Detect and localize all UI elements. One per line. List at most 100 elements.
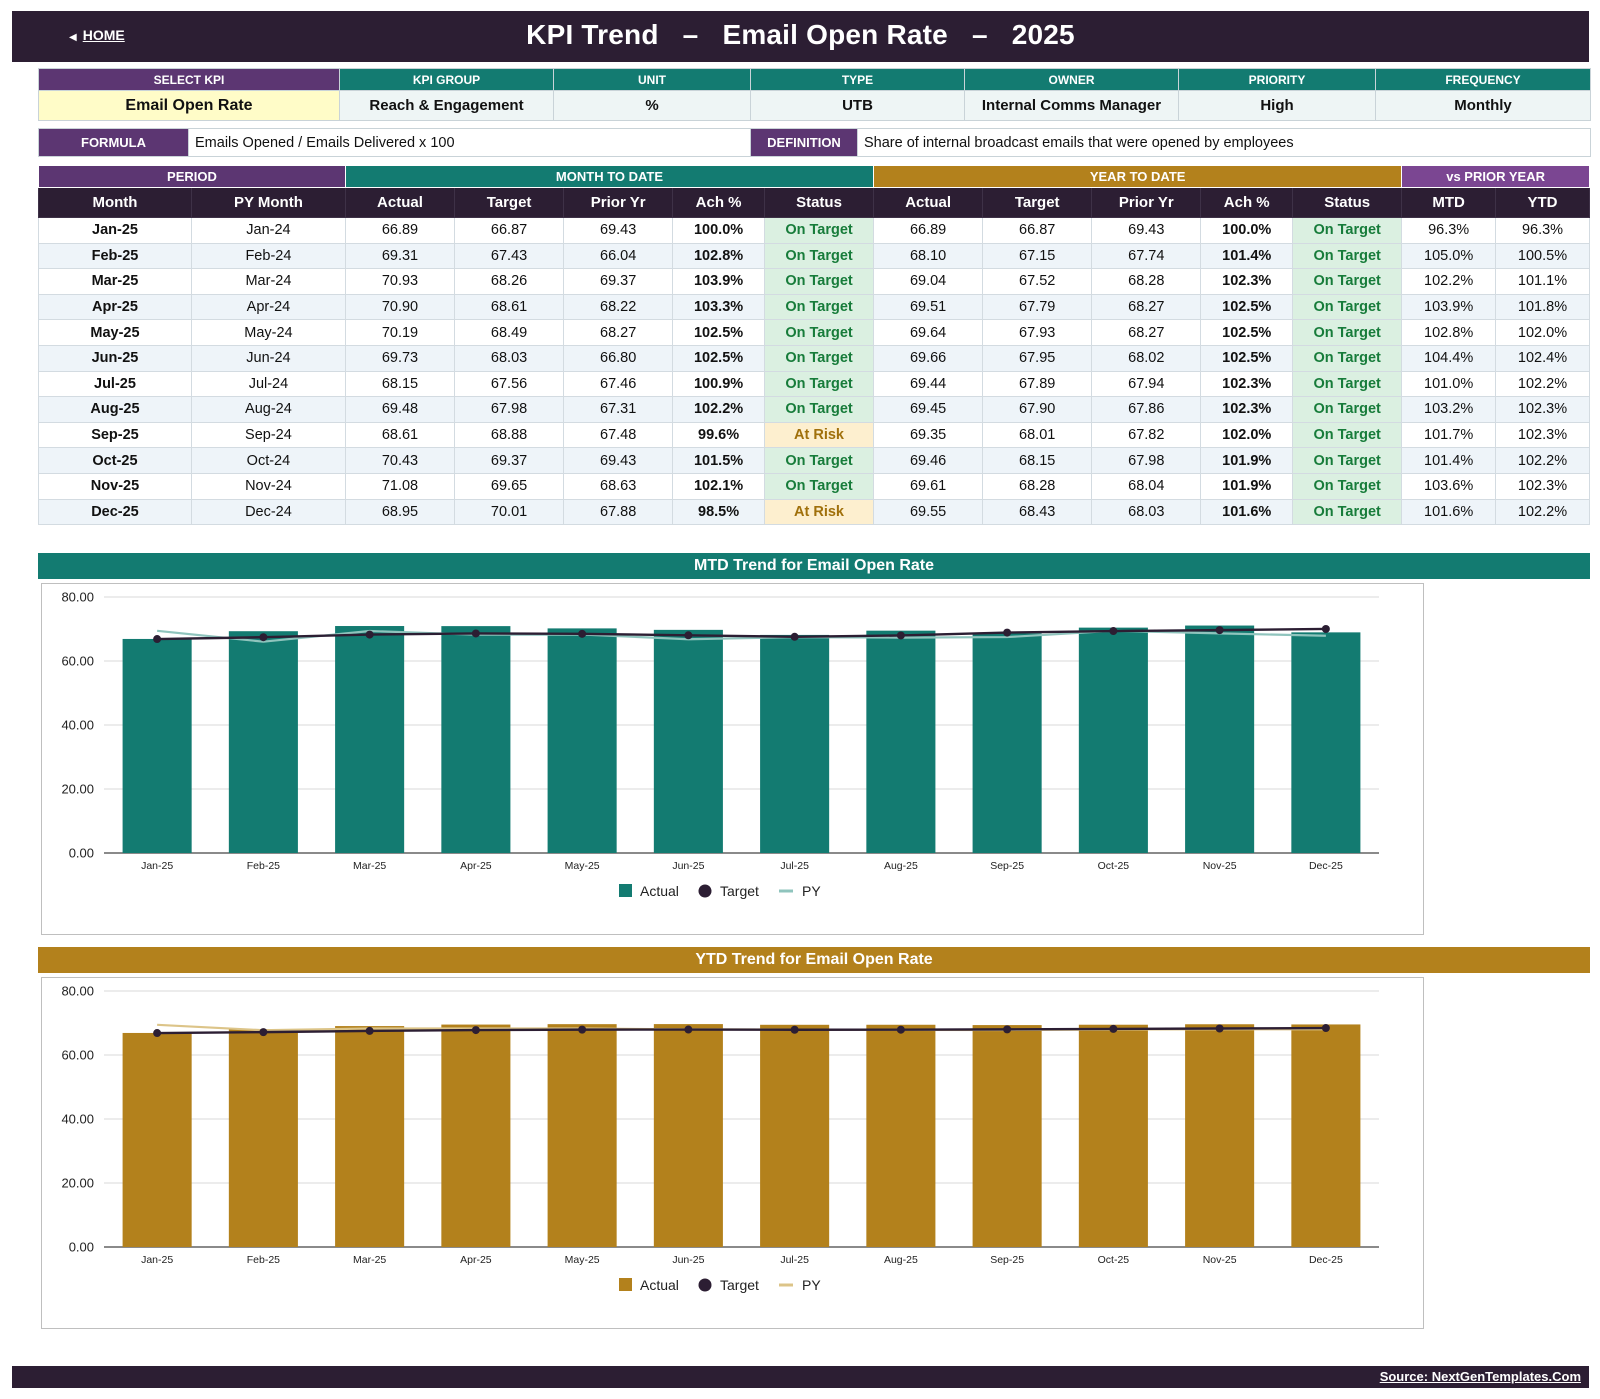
target-point xyxy=(1109,627,1118,636)
table-row: Apr-25 Apr-24 70.90 68.61 68.22 103.3% On Targ… xyxy=(38,293,1590,321)
target-point xyxy=(1109,1024,1118,1033)
table-cell: 96.3% xyxy=(1495,217,1590,244)
target-point xyxy=(896,631,905,640)
target-point xyxy=(365,630,374,639)
kpi-select-dropdown[interactable]: Email Open Rate xyxy=(38,90,340,121)
table-cell: 101.9% xyxy=(1200,472,1294,500)
x-tick-label: May-25 xyxy=(565,860,600,872)
x-tick-label: Jan-25 xyxy=(141,1254,173,1266)
ytd-trend-chart: 0.00 20.00 40.00 60.00 80.00 Jan-25 Feb-25 Mar-… xyxy=(61,984,1379,1293)
table-cell: 71.08 xyxy=(344,472,456,500)
home-link[interactable]: ◀ HOME xyxy=(69,27,125,43)
table-cell: 66.80 xyxy=(563,344,674,372)
table-cell: 68.61 xyxy=(454,293,565,321)
table-cell: 68.15 xyxy=(344,370,456,398)
y-tick-label: 0.00 xyxy=(69,846,94,861)
table-cell: 67.52 xyxy=(982,268,1093,295)
table-cell: 103.9% xyxy=(672,268,765,295)
table-cell: 102.2% xyxy=(1495,370,1590,398)
legend-py-label: PY xyxy=(802,883,821,899)
meta-header-priority: PRIORITY xyxy=(1178,68,1376,91)
status-badge: On Target xyxy=(763,472,875,500)
actual-bar xyxy=(1291,1024,1361,1247)
actual-bar xyxy=(335,1026,405,1247)
actual-bar xyxy=(1291,632,1361,853)
table-cell: 69.61 xyxy=(873,472,984,500)
column-header: Target xyxy=(454,187,565,218)
table-cell: 101.5% xyxy=(672,447,765,474)
back-arrow-icon: ◀ xyxy=(69,32,77,43)
table-cell: 69.64 xyxy=(873,319,984,346)
actual-bar xyxy=(335,626,405,853)
table-cell: May-25 xyxy=(38,319,192,346)
target-point xyxy=(1003,628,1012,637)
table-cell: 102.5% xyxy=(1200,319,1294,346)
table-cell: 67.46 xyxy=(563,370,674,398)
x-tick-label: Oct-25 xyxy=(1098,1254,1130,1266)
table-cell: 102.3% xyxy=(1200,396,1294,423)
table-cell: 69.65 xyxy=(454,472,565,500)
status-badge: On Target xyxy=(1292,217,1403,244)
target-point xyxy=(896,1025,905,1034)
x-tick-label: Nov-25 xyxy=(1203,860,1237,872)
table-row: Sep-25 Sep-24 68.61 68.88 67.48 99.6% At Risk 6… xyxy=(38,421,1590,449)
table-cell: 69.37 xyxy=(563,268,674,295)
x-tick-label: Aug-25 xyxy=(884,1254,918,1266)
group-vs-prior-year: vs PRIOR YEAR xyxy=(1401,165,1590,188)
table-cell: 102.8% xyxy=(1401,319,1497,346)
table-cell: Dec-24 xyxy=(190,498,346,526)
y-tick-label: 40.00 xyxy=(61,1112,94,1127)
table-cell: 101.6% xyxy=(1401,498,1497,526)
status-badge: On Target xyxy=(763,319,875,346)
table-cell: 69.45 xyxy=(873,396,984,423)
target-point xyxy=(1003,1025,1012,1034)
gridlines xyxy=(104,596,1379,854)
x-tick-label: Jun-25 xyxy=(672,860,704,872)
meta-header-select-kpi: SELECT KPI xyxy=(38,68,340,91)
legend-actual-swatch xyxy=(619,1278,632,1291)
x-tick-label: Nov-25 xyxy=(1203,1254,1237,1266)
table-cell: 68.28 xyxy=(1091,268,1202,295)
table-cell: 68.88 xyxy=(454,421,565,449)
target-point xyxy=(153,1029,162,1038)
table-cell: 67.43 xyxy=(454,242,565,270)
status-badge: On Target xyxy=(763,344,875,372)
actual-bar xyxy=(760,1024,830,1247)
group-year-to-date: YEAR TO DATE xyxy=(873,165,1403,188)
status-badge: On Target xyxy=(1292,396,1403,423)
table-cell: 69.46 xyxy=(873,447,984,474)
table-cell: 102.3% xyxy=(1495,421,1590,449)
column-header: MTD xyxy=(1401,187,1497,218)
status-badge: On Target xyxy=(1292,268,1403,295)
meta-header-frequency: FREQUENCY xyxy=(1375,68,1591,91)
table-cell: 67.88 xyxy=(563,498,674,526)
table-cell: 98.5% xyxy=(672,498,765,526)
source-link[interactable]: Source: NextGenTemplates.Com xyxy=(1379,1369,1581,1384)
actual-bar xyxy=(441,1024,511,1247)
table-cell: Jan-24 xyxy=(190,217,346,244)
status-badge: On Target xyxy=(1292,421,1403,449)
actual-bar xyxy=(653,629,723,853)
table-cell: 103.2% xyxy=(1401,396,1497,423)
table-cell: 101.4% xyxy=(1200,242,1294,270)
status-badge: On Target xyxy=(763,242,875,270)
page-title: KPI Trend – Email Open Rate –2025 xyxy=(12,19,1589,51)
y-tick-label: 60.00 xyxy=(61,654,94,669)
table-cell: Jul-24 xyxy=(190,370,346,398)
table-cell: 67.98 xyxy=(454,396,565,423)
table-cell: Mar-25 xyxy=(38,268,192,295)
table-cell: 69.43 xyxy=(563,447,674,474)
table-cell: 68.28 xyxy=(982,472,1093,500)
legend-target-marker xyxy=(698,884,712,898)
table-cell: 103.3% xyxy=(672,293,765,321)
column-header: Target xyxy=(982,187,1093,218)
table-cell: Nov-24 xyxy=(190,472,346,500)
status-badge: On Target xyxy=(1292,472,1403,500)
y-tick-label: 60.00 xyxy=(61,1048,94,1063)
x-tick-label: Jun-25 xyxy=(672,1254,704,1266)
table-cell: 102.5% xyxy=(672,344,765,372)
table-cell: Apr-25 xyxy=(38,293,192,321)
table-cell: 67.74 xyxy=(1091,242,1202,270)
table-cell: Apr-24 xyxy=(190,293,346,321)
table-row: May-25 May-24 70.19 68.49 68.27 102.5% On Targ… xyxy=(38,319,1590,346)
